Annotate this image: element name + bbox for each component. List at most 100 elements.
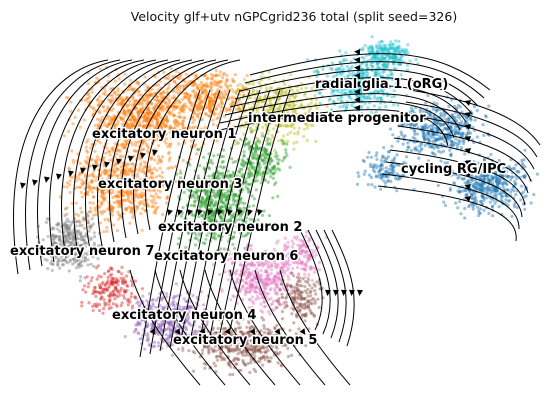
cell-point [128, 200, 132, 204]
cell-point [143, 164, 147, 168]
cell-point [428, 112, 432, 116]
cell-point [202, 83, 207, 87]
cell-point [257, 81, 261, 85]
cell-point [125, 191, 130, 195]
cell-point [82, 238, 86, 242]
cell-point [113, 162, 117, 166]
cell-point [281, 134, 286, 138]
cell-point [143, 203, 147, 207]
cell-point [379, 164, 383, 168]
cell-point [365, 155, 370, 159]
cell-point [98, 179, 102, 183]
cell-point [521, 190, 525, 194]
cell-point [101, 194, 105, 198]
cell-point [232, 235, 236, 239]
cell-point [205, 77, 209, 81]
cell-point [130, 207, 135, 211]
cell-point [118, 213, 122, 218]
cell-point [140, 142, 144, 146]
cell-point [210, 80, 214, 84]
cell-point [215, 105, 219, 110]
cell-point [200, 127, 204, 131]
cell-point [156, 188, 160, 192]
cell-point [140, 169, 144, 173]
cell-point [94, 158, 98, 162]
cell-point [268, 101, 272, 105]
cell-point [128, 118, 132, 122]
cell-point [162, 139, 166, 143]
cell-point [215, 192, 220, 197]
cell-point [100, 177, 104, 181]
cell-point [152, 107, 156, 111]
cell-point [162, 70, 166, 74]
cell-point [176, 134, 180, 139]
cell-point [173, 105, 177, 109]
cell-point [130, 206, 134, 210]
cell-point [139, 93, 143, 97]
cell-point [504, 194, 508, 198]
cell-point [141, 201, 145, 205]
cell-point [106, 182, 110, 186]
cell-point [127, 168, 131, 172]
cell-point [315, 106, 319, 110]
cell-point [122, 113, 126, 117]
cell-point [124, 186, 128, 190]
cell-point [101, 170, 105, 174]
cell-point [183, 116, 187, 120]
cell-point [214, 80, 218, 84]
cell-point [100, 212, 104, 216]
cell-point [483, 177, 487, 181]
cell-point [136, 89, 140, 93]
cell-point [215, 80, 220, 85]
cell-point [292, 126, 296, 130]
cell-point [139, 212, 143, 216]
cell-point [193, 96, 197, 100]
cell-point [209, 89, 213, 93]
cell-point [212, 93, 216, 97]
cell-point [154, 201, 158, 205]
cell-point [138, 166, 142, 170]
cell-point [103, 109, 107, 113]
cell-point [390, 144, 394, 148]
cell-point [174, 90, 179, 94]
cell-point [377, 40, 381, 45]
cell-point [444, 117, 448, 121]
cell-point [401, 142, 405, 146]
cell-point [143, 124, 147, 128]
cell-point [164, 132, 168, 136]
cell-point [124, 198, 128, 203]
cell-point [217, 81, 221, 85]
cell-point [146, 203, 150, 207]
cell-point [218, 80, 222, 84]
cell-point [208, 103, 212, 107]
cell-point [230, 96, 234, 101]
cell-point [183, 184, 187, 188]
cell-point [154, 207, 158, 211]
cell-point [396, 103, 400, 107]
cell-point [204, 106, 208, 110]
cell-point [482, 186, 486, 190]
cell-point [151, 185, 155, 189]
cell-point [127, 199, 131, 203]
cell-point [103, 198, 107, 202]
cell-point [130, 208, 134, 212]
cell-point [113, 170, 117, 174]
cell-point [93, 208, 98, 213]
cell-point [124, 176, 129, 181]
cell-point [147, 169, 151, 173]
cell-point [73, 260, 77, 264]
cell-point [417, 156, 421, 160]
cell-point [179, 171, 183, 175]
cell-point [128, 191, 133, 195]
cell-point [83, 159, 87, 163]
cell-point [177, 84, 181, 88]
cell-point [456, 206, 460, 210]
cell-point [184, 72, 188, 76]
cell-point [286, 139, 290, 143]
cell-point [207, 99, 211, 103]
cell-point [182, 127, 186, 132]
cell-point [180, 84, 184, 88]
cell-point [202, 74, 206, 78]
cell-point [208, 103, 212, 107]
cell-point [483, 114, 488, 118]
